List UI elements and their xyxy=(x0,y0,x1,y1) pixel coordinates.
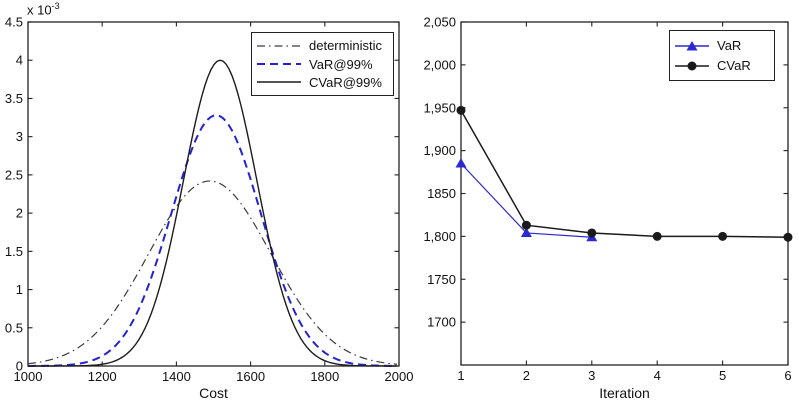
x-tick-label: 2000 xyxy=(385,369,414,384)
legend-sample-circle xyxy=(687,61,697,70)
legend-item-var99: VaR@99% xyxy=(255,57,390,72)
cvar-circle-line-sample xyxy=(675,61,709,70)
marker-circle-CVaR xyxy=(456,105,466,115)
y-tick-label: 1850 xyxy=(427,186,456,201)
legend-label-var: VaR xyxy=(717,38,742,53)
legend-sample-triangle xyxy=(686,40,698,50)
x-tick-label: 1200 xyxy=(88,369,117,384)
curve-CVaR99 xyxy=(28,59,397,367)
x-tick-label: 1600 xyxy=(236,369,265,384)
y-tick-label: 4 xyxy=(16,53,23,68)
x-axis-label-cost: Cost xyxy=(199,385,228,401)
curve-deterministic xyxy=(27,180,398,365)
legend-item-deterministic: deterministic xyxy=(255,38,390,53)
legend-item-var: VaR xyxy=(673,38,771,53)
x-tick-label: 1000 xyxy=(14,369,43,384)
line-CVaR xyxy=(460,109,789,238)
x-tick-label: 4 xyxy=(654,368,661,383)
x-axis-label-iteration: Iteration xyxy=(599,385,650,401)
exponent-power: -3 xyxy=(51,1,60,11)
x-tick-label: 1 xyxy=(457,368,464,383)
y-tick-label: 1,900 xyxy=(423,143,456,158)
y-tick-label: 2,000 xyxy=(423,57,456,72)
y-tick-label: 0.5 xyxy=(5,320,23,335)
x-tick-label: 6 xyxy=(784,368,791,383)
solid-line-sample xyxy=(257,81,301,83)
legend-density: deterministic VaR@99% CVaR@99% xyxy=(251,32,394,96)
legend-label-var99: VaR@99% xyxy=(309,56,373,72)
y-tick-label: 3 xyxy=(16,129,23,144)
y-tick-label: 1750 xyxy=(427,272,456,287)
y-tick-label: 0 xyxy=(16,359,23,374)
y-tick-label: 4.5 xyxy=(5,15,23,30)
y-tick-label: 1.5 xyxy=(5,244,23,259)
y-tick-label: 1,950 xyxy=(423,100,456,115)
dash-dot-line-sample xyxy=(257,45,301,47)
legend-item-cvar: CVaR xyxy=(673,58,771,73)
axis-box xyxy=(27,21,400,367)
legend-label-cvar99: CVaR@99% xyxy=(309,74,382,90)
y-tick-label: 2 xyxy=(16,206,23,221)
y-tick-label: 1700 xyxy=(427,315,456,330)
x-tick-label: 3 xyxy=(588,368,595,383)
legend-label-cvar: CVaR xyxy=(717,58,751,73)
marker-triangle-VaR xyxy=(455,157,467,168)
y-tick-label: 1 xyxy=(16,282,23,297)
marker-triangle-VaR xyxy=(520,227,532,237)
legend-item-cvar99: CVaR@99% xyxy=(255,75,390,90)
dashed-line-sample xyxy=(257,63,301,65)
marker-circle-CVaR xyxy=(521,220,531,230)
legend-label-deterministic: deterministic xyxy=(309,38,382,54)
x-tick-label: 5 xyxy=(719,368,726,383)
marker-circle-CVaR xyxy=(783,232,793,242)
x-tick-label: 2 xyxy=(523,368,530,383)
curve-VaR99 xyxy=(27,114,398,367)
x-tick-label: 1800 xyxy=(310,369,339,384)
y-tick-label: 2.5 xyxy=(5,167,23,182)
marker-circle-CVaR xyxy=(587,228,597,238)
exponent-base: x 10 xyxy=(27,2,52,18)
marker-circle-CVaR xyxy=(652,231,662,241)
y-tick-label: 3.5 xyxy=(5,91,23,106)
y-axis-exponent-label: x 10-3 xyxy=(27,1,60,17)
y-tick-label: 2,050 xyxy=(423,15,456,30)
marker-circle-CVaR xyxy=(718,231,728,241)
var-triangle-line-sample xyxy=(675,40,709,50)
y-tick-label: 1,800 xyxy=(423,229,456,244)
x-tick-label: 1400 xyxy=(162,369,191,384)
legend-iteration: VaR CVaR xyxy=(669,30,775,81)
